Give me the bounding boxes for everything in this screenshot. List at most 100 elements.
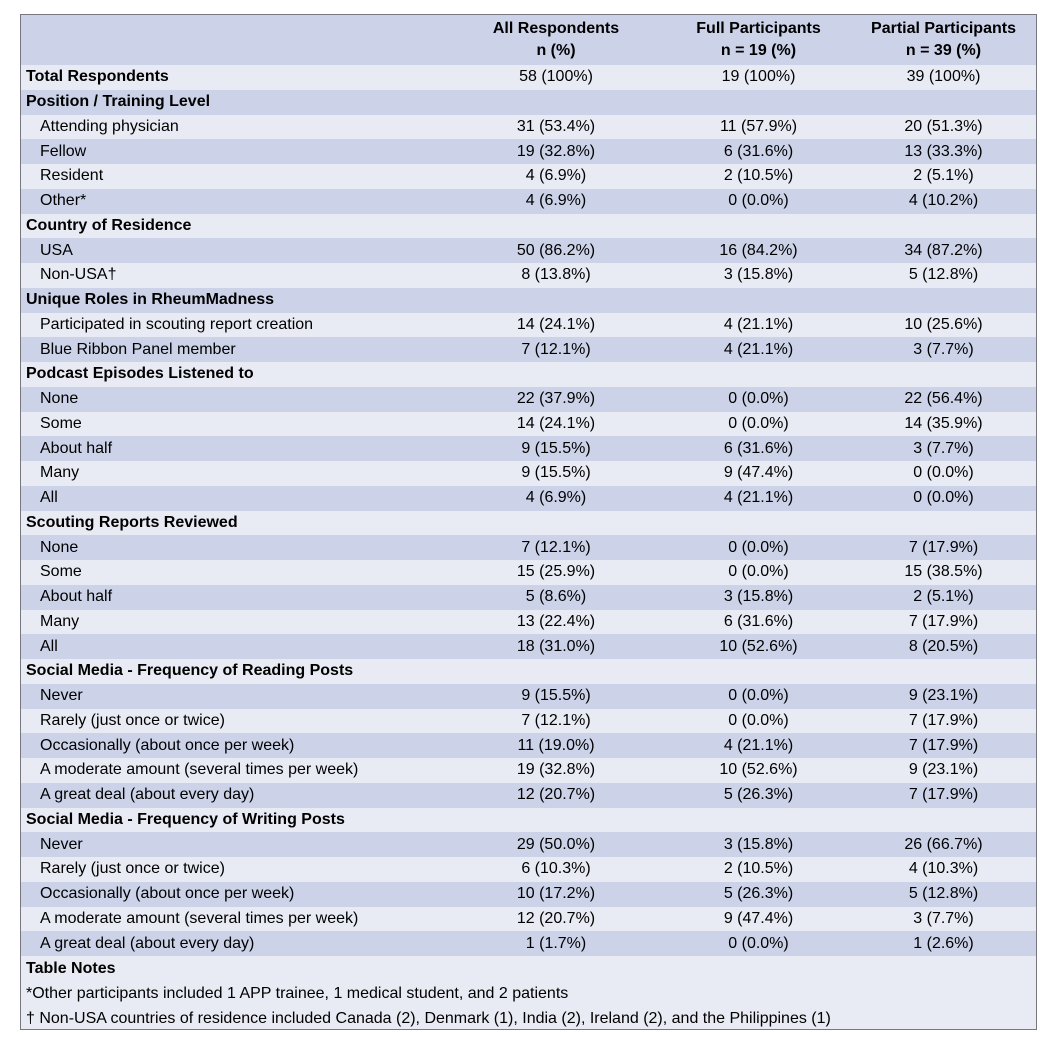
row-label: About half (40, 588, 113, 606)
table-row: Fellow 19 (32.8%) 6 (31.6%) 13 (33.3%) (21, 139, 1036, 164)
header-col-partial-participants: Partial Participants n = 39 (%) (851, 15, 1036, 65)
cell-value (666, 288, 851, 313)
row-label: Participated in scouting report creation (40, 315, 314, 333)
header-col-full-participants: Full Participants n = 19 (%) (666, 15, 851, 65)
row-label: Some (40, 414, 82, 432)
cell-value: 3 (7.7%) (913, 439, 974, 457)
table-row: Blue Ribbon Panel member 7 (12.1%) 4 (21.1… (21, 337, 1036, 362)
cell-value: 29 (50.0%) (516, 835, 596, 853)
row-label: Fellow (40, 142, 87, 160)
cell-value: 39 (100%) (906, 68, 981, 86)
table-row: Resident 4 (6.9%) 2 (10.5%) 2 (5.1%) (21, 164, 1036, 189)
cell-value: 3 (15.8%) (723, 835, 794, 853)
cell-value: 0 (0.0%) (728, 687, 789, 705)
cell-value: 0 (0.0%) (728, 563, 789, 581)
table-row: Occasionally (about once per week) 11 (19… (21, 733, 1036, 758)
section-label: Country of Residence (26, 216, 192, 234)
cell-value: 9 (23.1%) (908, 687, 979, 705)
row-label: A moderate amount (several times per wee… (40, 761, 359, 779)
cell-value: 5 (8.6%) (525, 588, 587, 606)
row-label: None (40, 538, 79, 556)
cell-value: 22 (56.4%) (904, 390, 983, 408)
row-label: Total Respondents (26, 68, 169, 86)
cell-value (851, 808, 1036, 833)
cell-value: 7 (12.1%) (521, 711, 591, 729)
cell-value: 3 (15.8%) (723, 588, 794, 606)
column-header-title: Full Participants (696, 20, 821, 37)
section-row: Country of Residence (21, 213, 1036, 239)
cell-value: 58 (100%) (519, 68, 593, 86)
cell-value: 4 (21.1%) (723, 489, 794, 507)
table-row: Participated in scouting report creation… (21, 312, 1036, 338)
row-label: Resident (40, 167, 104, 185)
row-label: Rarely (just once or twice) (40, 711, 225, 729)
cell-value (851, 214, 1036, 239)
cell-value: 1 (1.7%) (525, 934, 587, 952)
cell-value: 13 (33.3%) (904, 142, 983, 160)
cell-value (446, 511, 666, 536)
cell-value: 0 (0.0%) (913, 489, 974, 507)
cell-value: 7 (12.1%) (521, 538, 591, 556)
row-label: Many (40, 464, 80, 482)
cell-value (446, 659, 666, 684)
table-row: Some 15 (25.9%) 0 (0.0%) 15 (38.5%) (21, 560, 1036, 585)
cell-value (666, 90, 851, 115)
cell-value: 3 (7.7%) (913, 909, 974, 927)
row-label: USA (40, 241, 73, 259)
cell-value: 15 (25.9%) (516, 563, 596, 581)
note-row: † Non-USA countries of residence include… (21, 1006, 1036, 1029)
cell-value: 7 (17.9%) (908, 612, 979, 630)
table-row: A moderate amount (several times per wee… (21, 906, 1036, 932)
table-row: Non-USA† 8 (13.8%) 3 (15.8%) 5 (12.8%) (21, 263, 1036, 288)
row-label: Rarely (just once or twice) (40, 860, 225, 878)
cell-value: 4 (6.9%) (525, 192, 587, 210)
notes-title: Table Notes (26, 959, 116, 977)
cell-value: 2 (10.5%) (723, 860, 794, 878)
note-row: Table Notes (21, 956, 1036, 981)
section-label: Position / Training Level (26, 93, 211, 111)
row-label: Never (40, 835, 83, 853)
cell-value (851, 362, 1036, 387)
table-row: Some 14 (24.1%) 0 (0.0%) 14 (35.9%) (21, 411, 1036, 437)
cell-value: 14 (24.1%) (516, 315, 596, 333)
cell-value: 4 (10.2%) (908, 192, 979, 210)
cell-value: 5 (26.3%) (723, 786, 794, 804)
row-label: Many (40, 612, 80, 630)
cell-value: 4 (21.1%) (723, 315, 794, 333)
cell-value: 9 (15.5%) (521, 687, 591, 705)
section-label: Scouting Reports Reviewed (26, 513, 238, 531)
row-label: A great deal (about every day) (40, 786, 255, 804)
cell-value: 7 (17.9%) (908, 736, 979, 754)
cell-value: 2 (10.5%) (723, 167, 794, 185)
cell-value (666, 214, 851, 239)
column-header-title: Partial Participants (871, 20, 1016, 37)
cell-value (446, 214, 666, 239)
column-header-subtitle: n (%) (536, 42, 576, 59)
section-label: Social Media - Frequency of Reading Post… (26, 662, 354, 680)
cell-value: 15 (38.5%) (904, 563, 983, 581)
cell-value: 9 (15.5%) (521, 464, 591, 482)
cell-value: 10 (52.6%) (719, 761, 798, 779)
cell-value: 26 (66.7%) (904, 835, 983, 853)
cell-value (851, 659, 1036, 684)
note-row: *Other participants included 1 APP train… (21, 981, 1036, 1006)
section-label: Social Media - Frequency of Writing Post… (26, 810, 345, 828)
table: All Respondents n (%) Full Participants … (21, 15, 1036, 1029)
table-row: Never 29 (50.0%) 3 (15.8%) 26 (66.7%) (21, 832, 1036, 857)
cell-value: 0 (0.0%) (728, 934, 789, 952)
table-row: A great deal (about every day) 1 (1.7%) 0 … (21, 931, 1036, 956)
cell-value (666, 362, 851, 387)
cell-value: 2 (5.1%) (913, 588, 974, 606)
cell-value: 19 (32.8%) (516, 142, 596, 160)
cell-value (666, 808, 851, 833)
cell-value: 6 (10.3%) (521, 860, 591, 878)
cell-value: 34 (87.2%) (904, 241, 983, 259)
cell-value: 4 (6.9%) (525, 489, 587, 507)
table-row: Other* 4 (6.9%) 0 (0.0%) 4 (10.2%) (21, 188, 1036, 214)
cell-value: 4 (21.1%) (723, 736, 794, 754)
section-row: Unique Roles in RheumMadness (21, 287, 1036, 313)
table-row: Attending physician 31 (53.4%) 11 (57.9%) 2… (21, 114, 1036, 140)
table-row: Never 9 (15.5%) 0 (0.0%) 9 (23.1%) (21, 683, 1036, 709)
row-label: All (40, 637, 58, 655)
